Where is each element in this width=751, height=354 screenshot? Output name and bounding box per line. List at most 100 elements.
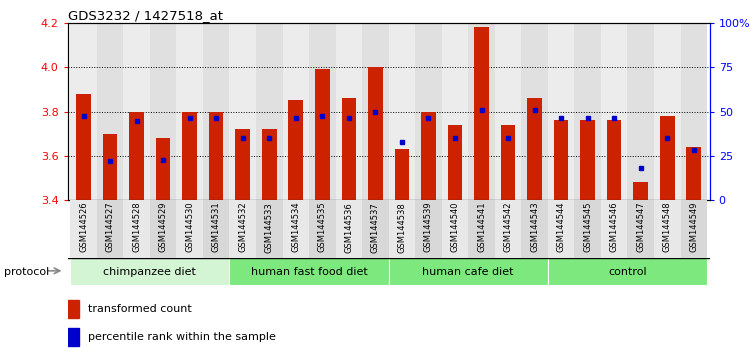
Text: GSM144530: GSM144530: [185, 202, 195, 252]
Bar: [389, 23, 415, 200]
Bar: [362, 23, 389, 200]
Bar: [256, 23, 282, 200]
Bar: [362, 200, 389, 258]
Bar: [230, 200, 256, 258]
Text: GSM144535: GSM144535: [318, 202, 327, 252]
Bar: [394, 149, 409, 200]
Text: GSM144539: GSM144539: [424, 202, 433, 252]
Bar: [468, 23, 495, 200]
Text: human fast food diet: human fast food diet: [251, 267, 367, 277]
Bar: [230, 258, 389, 285]
Text: GSM144529: GSM144529: [158, 202, 167, 252]
Bar: [607, 120, 622, 200]
Bar: [309, 200, 336, 258]
Bar: [547, 258, 707, 285]
Bar: [368, 67, 383, 200]
Bar: [103, 133, 117, 200]
Text: GSM144549: GSM144549: [689, 202, 698, 252]
Bar: [527, 98, 542, 200]
Bar: [315, 69, 330, 200]
Bar: [176, 23, 203, 200]
Bar: [123, 23, 150, 200]
Bar: [150, 23, 176, 200]
Text: GSM144547: GSM144547: [636, 202, 645, 252]
Text: GSM144527: GSM144527: [106, 202, 115, 252]
Bar: [288, 101, 303, 200]
Bar: [686, 147, 701, 200]
Bar: [262, 129, 276, 200]
Bar: [68, 328, 79, 346]
Text: GSM144541: GSM144541: [477, 202, 486, 252]
Text: GSM144533: GSM144533: [265, 202, 274, 252]
Bar: [627, 23, 654, 200]
Text: GDS3232 / 1427518_at: GDS3232 / 1427518_at: [68, 9, 222, 22]
Bar: [150, 200, 176, 258]
Text: protocol: protocol: [4, 267, 49, 277]
Bar: [389, 200, 415, 258]
Bar: [448, 125, 463, 200]
Bar: [654, 200, 680, 258]
Text: GSM144540: GSM144540: [451, 202, 460, 252]
Bar: [442, 200, 468, 258]
Bar: [282, 200, 309, 258]
Bar: [71, 23, 97, 200]
Bar: [230, 23, 256, 200]
Bar: [71, 200, 97, 258]
Bar: [76, 94, 91, 200]
Bar: [415, 200, 442, 258]
Bar: [155, 138, 170, 200]
Bar: [209, 112, 224, 200]
Bar: [415, 23, 442, 200]
Text: percentile rank within the sample: percentile rank within the sample: [88, 332, 276, 342]
Bar: [97, 200, 123, 258]
Text: GSM144545: GSM144545: [583, 202, 592, 252]
Text: human cafe diet: human cafe diet: [423, 267, 514, 277]
Bar: [71, 258, 230, 285]
Text: transformed count: transformed count: [88, 304, 192, 314]
Bar: [575, 23, 601, 200]
Bar: [256, 200, 282, 258]
Bar: [336, 200, 362, 258]
Bar: [547, 200, 575, 258]
Bar: [203, 23, 230, 200]
Bar: [203, 200, 230, 258]
Bar: [129, 112, 144, 200]
Bar: [389, 258, 547, 285]
Text: GSM144543: GSM144543: [530, 202, 539, 252]
Text: GSM144544: GSM144544: [556, 202, 566, 252]
Bar: [495, 200, 521, 258]
Bar: [521, 23, 547, 200]
Bar: [654, 23, 680, 200]
Text: GSM144537: GSM144537: [371, 202, 380, 252]
Bar: [421, 112, 436, 200]
Bar: [97, 23, 123, 200]
Bar: [680, 200, 707, 258]
Bar: [581, 120, 595, 200]
Bar: [176, 200, 203, 258]
Bar: [660, 116, 674, 200]
Bar: [575, 200, 601, 258]
Text: GSM144532: GSM144532: [238, 202, 247, 252]
Text: GSM144534: GSM144534: [291, 202, 300, 252]
Bar: [521, 200, 547, 258]
Text: GSM144526: GSM144526: [79, 202, 88, 252]
Text: chimpanzee diet: chimpanzee diet: [104, 267, 196, 277]
Bar: [627, 200, 654, 258]
Text: GSM144548: GSM144548: [662, 202, 671, 252]
Bar: [495, 23, 521, 200]
Text: GSM144542: GSM144542: [503, 202, 512, 252]
Bar: [553, 120, 569, 200]
Bar: [123, 200, 150, 258]
Bar: [474, 28, 489, 200]
Bar: [309, 23, 336, 200]
Bar: [182, 112, 197, 200]
Bar: [633, 182, 648, 200]
Bar: [501, 125, 515, 200]
Text: GSM144536: GSM144536: [345, 202, 353, 252]
Bar: [680, 23, 707, 200]
Bar: [547, 23, 575, 200]
Bar: [442, 23, 468, 200]
Bar: [336, 23, 362, 200]
Text: GSM144546: GSM144546: [610, 202, 619, 252]
Text: control: control: [608, 267, 647, 277]
